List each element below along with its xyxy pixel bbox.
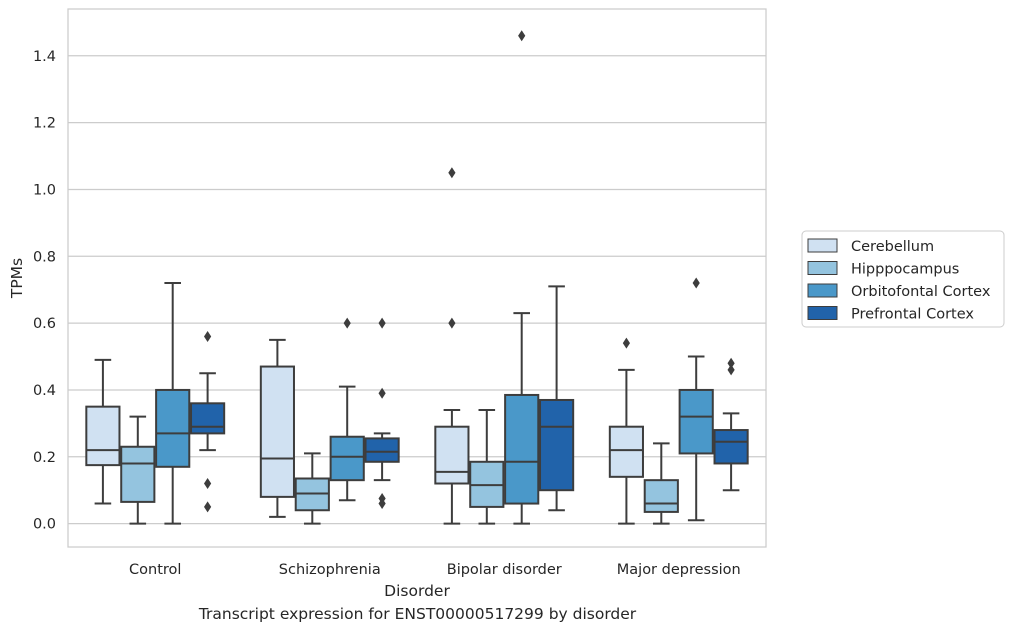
y-axis-title: TPMs (8, 258, 26, 299)
box-2-0 (434, 167, 470, 525)
box-0-2 (155, 282, 191, 525)
legend-label: Hipppocampus (851, 262, 959, 278)
box-1-1 (294, 452, 330, 525)
box-iqr (608, 425, 644, 478)
box-iqr (364, 437, 400, 463)
outlier-point (448, 317, 456, 329)
box-3-3 (713, 357, 749, 492)
box-2-1 (469, 408, 505, 525)
legend-swatch (807, 283, 838, 298)
box-3-2 (678, 277, 714, 522)
y-tick-label: 1.2 (33, 116, 56, 132)
box-0-0 (85, 358, 121, 505)
box-0-1 (120, 415, 156, 525)
box-iqr (713, 429, 749, 465)
box-iqr (190, 402, 226, 435)
box-2-3 (539, 285, 575, 512)
x-tick-labels: Control Schizophrenia Bipolar disorder Majo… (129, 562, 741, 578)
y-tick-label: 1.0 (33, 182, 56, 198)
outlier-point (378, 317, 386, 329)
outlier-point (343, 317, 351, 329)
outlier-point (727, 357, 735, 369)
outlier-point (622, 337, 630, 349)
x-tick-label: Bipolar disorder (447, 562, 562, 578)
outlier-point (448, 167, 456, 179)
box-0-3 (190, 330, 226, 513)
outlier-point (204, 478, 212, 490)
box-iqr (643, 479, 679, 513)
y-tick-labels: 0.0 0.2 0.4 0.6 0.8 1.0 1.2 1.4 (33, 49, 56, 533)
box-iqr (155, 388, 191, 468)
box-iqr (678, 388, 714, 455)
legend-frame (801, 230, 1005, 328)
outlier-point (518, 30, 526, 42)
legend-label: Orbitofontal Cortex (851, 284, 991, 300)
box-iqr (434, 425, 470, 485)
box-1-0 (259, 338, 295, 518)
legend-swatch (807, 238, 838, 253)
y-tick-label: 0.6 (33, 316, 56, 332)
box-iqr (85, 405, 121, 467)
x-tick-label: Schizophrenia (279, 562, 381, 578)
legend-label: Prefrontal Cortex (851, 307, 974, 323)
outlier-point (692, 277, 700, 289)
outlier-point (378, 498, 386, 510)
legend: Cerebellum Hipppocampus Orbitofontal Corte… (801, 230, 1005, 328)
legend-label: Cerebellum (851, 239, 934, 255)
x-tick-label: Major depression (617, 562, 741, 578)
y-tick-label: 1.4 (33, 49, 56, 65)
x-tick-label: Control (129, 562, 181, 578)
y-tick-label: 0.8 (33, 249, 56, 265)
box-iqr (259, 365, 295, 498)
x-axis-title: Disorder (384, 582, 450, 600)
box-3-0 (608, 337, 644, 525)
outlier-point (727, 364, 735, 376)
chart-caption: Transcript expression for ENST0000051729… (198, 605, 637, 623)
outlier-point (378, 387, 386, 399)
box-1-3 (364, 317, 400, 510)
plot-frame (67, 8, 767, 548)
box-iqr (329, 435, 365, 482)
boxes (85, 30, 749, 525)
y-tick-label: 0.2 (33, 450, 56, 466)
y-tick-label: 0.0 (33, 517, 56, 533)
legend-swatch (807, 306, 838, 320)
box-1-2 (329, 317, 365, 502)
box-iqr (120, 445, 156, 503)
outlier-point (204, 330, 212, 342)
box-iqr (539, 398, 575, 492)
legend-swatch (807, 261, 838, 275)
outlier-point (204, 501, 212, 513)
box-3-1 (643, 442, 679, 525)
box-2-2 (504, 30, 540, 525)
box-iqr (504, 393, 540, 505)
y-tick-label: 0.4 (33, 383, 56, 399)
